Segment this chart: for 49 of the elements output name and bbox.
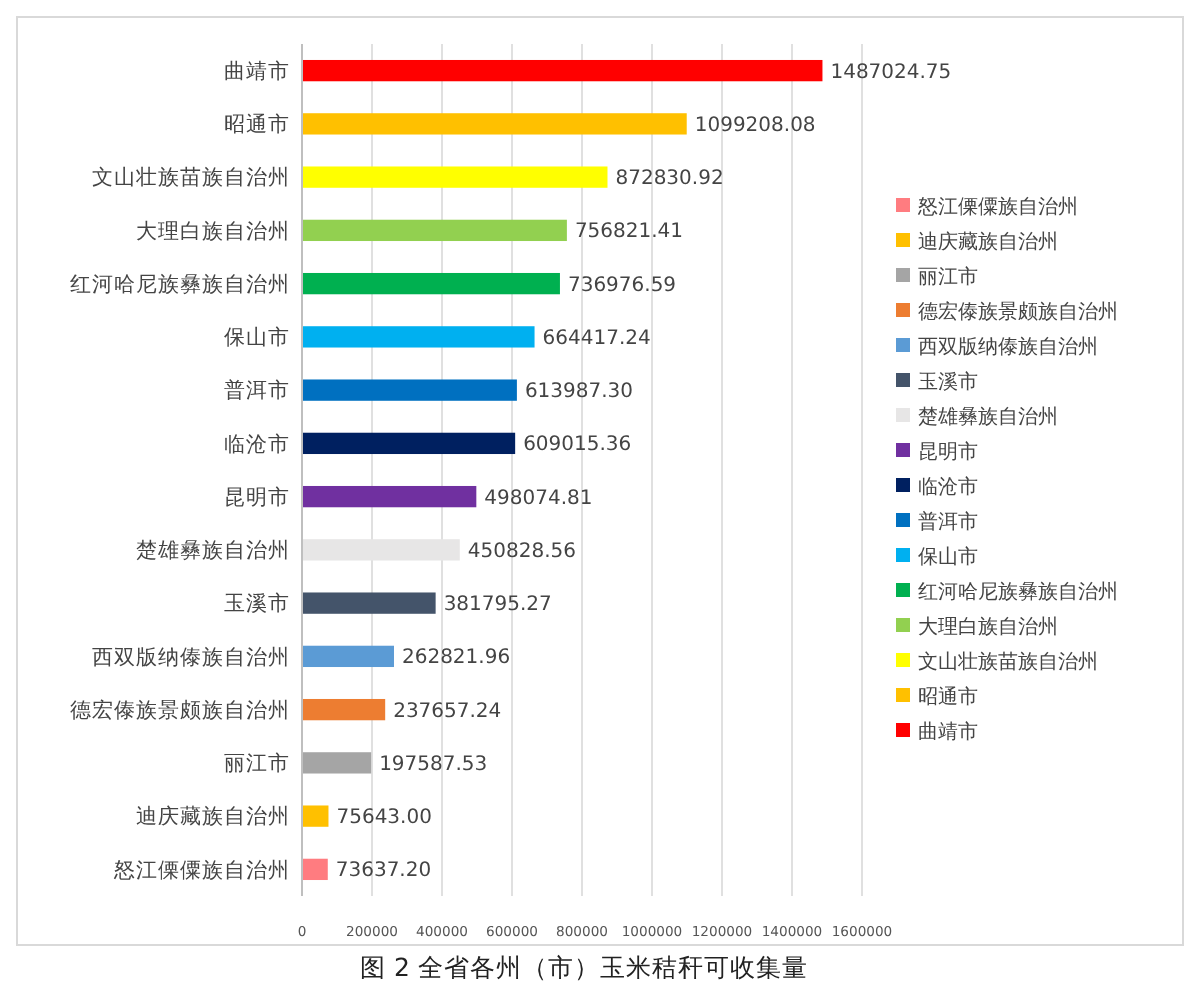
data-label: 872830.92 [615, 168, 724, 191]
y-tick-label: 怒江傈僳族自治州 [112, 856, 290, 883]
legend-label: 普洱市 [918, 510, 978, 534]
data-label: 609015.36 [523, 434, 632, 457]
legend-label: 迪庆藏族自治州 [918, 230, 1058, 254]
data-label: 73637.20 [335, 860, 432, 883]
data-label: 237657.24 [393, 700, 502, 723]
legend-label: 红河哈尼族彝族自治州 [918, 580, 1118, 604]
y-tick-label: 保山市 [224, 324, 290, 351]
data-label: 1487024.75 [830, 61, 952, 84]
y-tick-label: 丽江市 [224, 750, 290, 777]
legend-label: 曲靖市 [918, 720, 978, 744]
legend-label: 保山市 [918, 545, 978, 569]
data-label: 450828.56 [467, 540, 576, 563]
data-label: 498074.81 [484, 487, 593, 510]
data-label: 1099208.08 [694, 114, 816, 137]
data-label: 262821.96 [401, 647, 511, 670]
legend-label: 怒江傈僳族自治州 [916, 195, 1078, 219]
y-tick-label: 玉溪市 [224, 590, 290, 617]
y-tick-label: 曲靖市 [224, 57, 290, 84]
y-tick-label: 楚雄彝族自治州 [136, 537, 290, 564]
data-label: 613987.30 [524, 381, 634, 404]
y-tick-label: 迪庆藏族自治州 [136, 803, 290, 830]
data-label: 197587.53 [379, 753, 488, 776]
legend-label: 临沧市 [918, 475, 978, 499]
legend-label: 昭通市 [918, 685, 978, 709]
text: 图 2 全省各州（市）玉米秸秆可收集量 [360, 952, 808, 982]
data-label: 664417.24 [542, 327, 651, 350]
y-tick-label: 西双版纳傣族自治州 [92, 643, 290, 670]
y-tick-label: 大理白族自治州 [136, 217, 290, 244]
y-tick-label: 文山壮族苗族自治州 [92, 164, 290, 191]
legend-label: 文山壮族苗族自治州 [918, 650, 1098, 674]
legend-label: 西双版纳傣族自治州 [918, 335, 1098, 359]
legend-label: 大理白族自治州 [918, 615, 1058, 639]
y-tick-label: 临沧市 [224, 430, 290, 457]
y-tick-label: 普洱市 [224, 377, 290, 404]
data-label: 756821.41 [574, 221, 684, 244]
legend-label: 丽江市 [918, 265, 978, 289]
y-tick-label: 德宏傣族景颇族自治州 [70, 696, 290, 723]
legend-label: 楚雄彝族自治州 [918, 405, 1058, 429]
legend-label: 昆明市 [918, 440, 978, 464]
y-tick-label: 红河哈尼族彝族自治州 [70, 270, 290, 297]
y-tick-label: 昆明市 [224, 483, 290, 510]
y-tick-label: 昭通市 [224, 111, 290, 138]
data-label: 736976.59 [567, 274, 677, 297]
legend-label: 玉溪市 [918, 370, 978, 394]
legend-label: 德宏傣族景颇族自治州 [918, 300, 1118, 324]
data-label: 75643.00 [336, 807, 432, 830]
data-label: 381795.27 [443, 594, 552, 617]
